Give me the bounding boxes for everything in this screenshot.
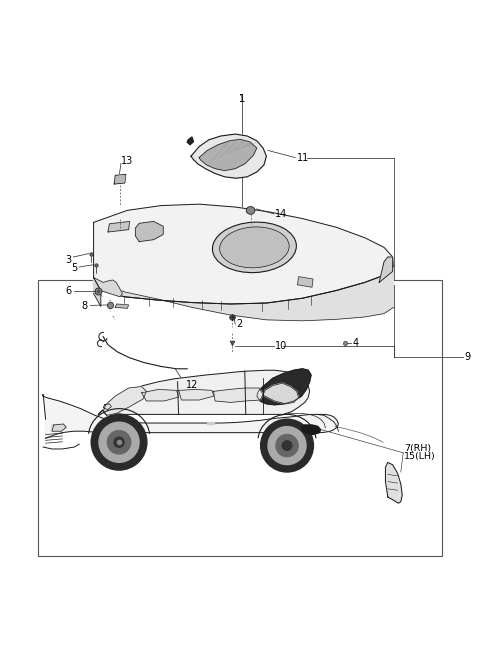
Polygon shape	[207, 422, 214, 424]
Circle shape	[276, 434, 298, 457]
Polygon shape	[103, 386, 146, 415]
Circle shape	[108, 430, 131, 454]
Polygon shape	[52, 424, 66, 431]
Text: 8: 8	[81, 301, 87, 312]
Text: 3: 3	[66, 255, 72, 265]
Text: 1: 1	[240, 94, 245, 104]
Bar	[38, 280, 442, 556]
Text: 7(RH): 7(RH)	[404, 445, 432, 453]
Circle shape	[99, 422, 139, 462]
Polygon shape	[263, 383, 299, 404]
Polygon shape	[94, 277, 101, 306]
Polygon shape	[98, 370, 310, 415]
Polygon shape	[114, 174, 126, 184]
Polygon shape	[115, 304, 129, 308]
Ellipse shape	[246, 207, 255, 215]
Text: 5: 5	[71, 264, 78, 274]
Polygon shape	[191, 134, 266, 178]
Text: 15(LH): 15(LH)	[404, 452, 436, 461]
Text: 14: 14	[275, 209, 287, 218]
Polygon shape	[301, 425, 321, 434]
Polygon shape	[142, 390, 179, 401]
Text: 9: 9	[465, 352, 471, 362]
Circle shape	[268, 426, 306, 464]
Ellipse shape	[220, 227, 289, 268]
Polygon shape	[187, 137, 193, 144]
Ellipse shape	[213, 222, 296, 273]
Circle shape	[114, 438, 124, 447]
Circle shape	[282, 441, 292, 451]
Polygon shape	[257, 369, 311, 405]
Polygon shape	[101, 266, 394, 321]
Polygon shape	[94, 277, 122, 297]
Text: 12: 12	[186, 380, 199, 390]
Polygon shape	[179, 390, 214, 400]
Text: 4: 4	[353, 338, 359, 348]
Polygon shape	[135, 222, 163, 241]
Polygon shape	[379, 257, 393, 282]
Polygon shape	[94, 204, 394, 304]
Text: 6: 6	[66, 285, 72, 296]
Polygon shape	[108, 222, 130, 232]
Circle shape	[91, 415, 147, 470]
Polygon shape	[103, 404, 111, 409]
Text: 13: 13	[121, 156, 133, 166]
Polygon shape	[385, 462, 402, 503]
Polygon shape	[116, 176, 125, 182]
Polygon shape	[298, 277, 313, 287]
Polygon shape	[42, 394, 338, 438]
Polygon shape	[214, 388, 263, 402]
Text: 2: 2	[236, 319, 242, 329]
Text: 11: 11	[297, 153, 309, 163]
Text: 10: 10	[275, 341, 287, 351]
Polygon shape	[199, 139, 257, 171]
Circle shape	[261, 419, 313, 472]
Text: 1: 1	[240, 94, 245, 104]
